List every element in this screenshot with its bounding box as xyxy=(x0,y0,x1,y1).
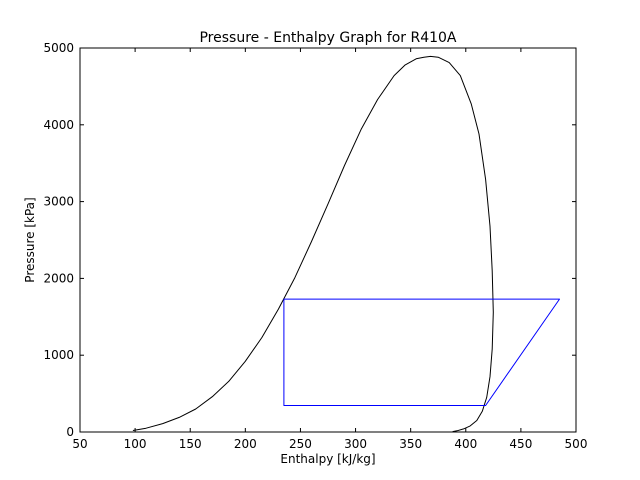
x-axis-label: Enthalpy [kJ/kg] xyxy=(280,452,375,466)
y-tick-label: 2000 xyxy=(43,271,74,285)
x-tick-label: 450 xyxy=(509,437,532,451)
y-tick-label: 5000 xyxy=(43,41,74,55)
x-tick-label: 350 xyxy=(399,437,422,451)
y-tick-label: 3000 xyxy=(43,195,74,209)
x-tick-label: 200 xyxy=(234,437,257,451)
series-layer xyxy=(132,55,560,433)
y-axis-label: Pressure [kPa] xyxy=(23,197,37,282)
tick-layer: 50 100 150 200 250 300 350 400 450 50001000200030… xyxy=(43,41,587,451)
y-tick-label: 1000 xyxy=(43,348,74,362)
refrigeration-cycle-line xyxy=(283,298,560,406)
x-tick-label: 100 xyxy=(124,437,147,451)
x-tick-label: 300 xyxy=(344,437,367,451)
x-tick-label: 500 xyxy=(565,437,588,451)
plot-frame xyxy=(79,47,577,433)
chart-title: Pressure - Enthalpy Graph for R410A xyxy=(199,30,456,46)
saturation-dome-line xyxy=(132,55,494,433)
y-tick-label: 0 xyxy=(66,425,74,439)
x-tick-label: 150 xyxy=(179,437,202,451)
x-tick-label: 400 xyxy=(454,437,477,451)
x-tick-label: 250 xyxy=(289,437,312,451)
x-tick-label: 50 xyxy=(72,437,87,451)
y-tick-label: 4000 xyxy=(43,118,74,132)
